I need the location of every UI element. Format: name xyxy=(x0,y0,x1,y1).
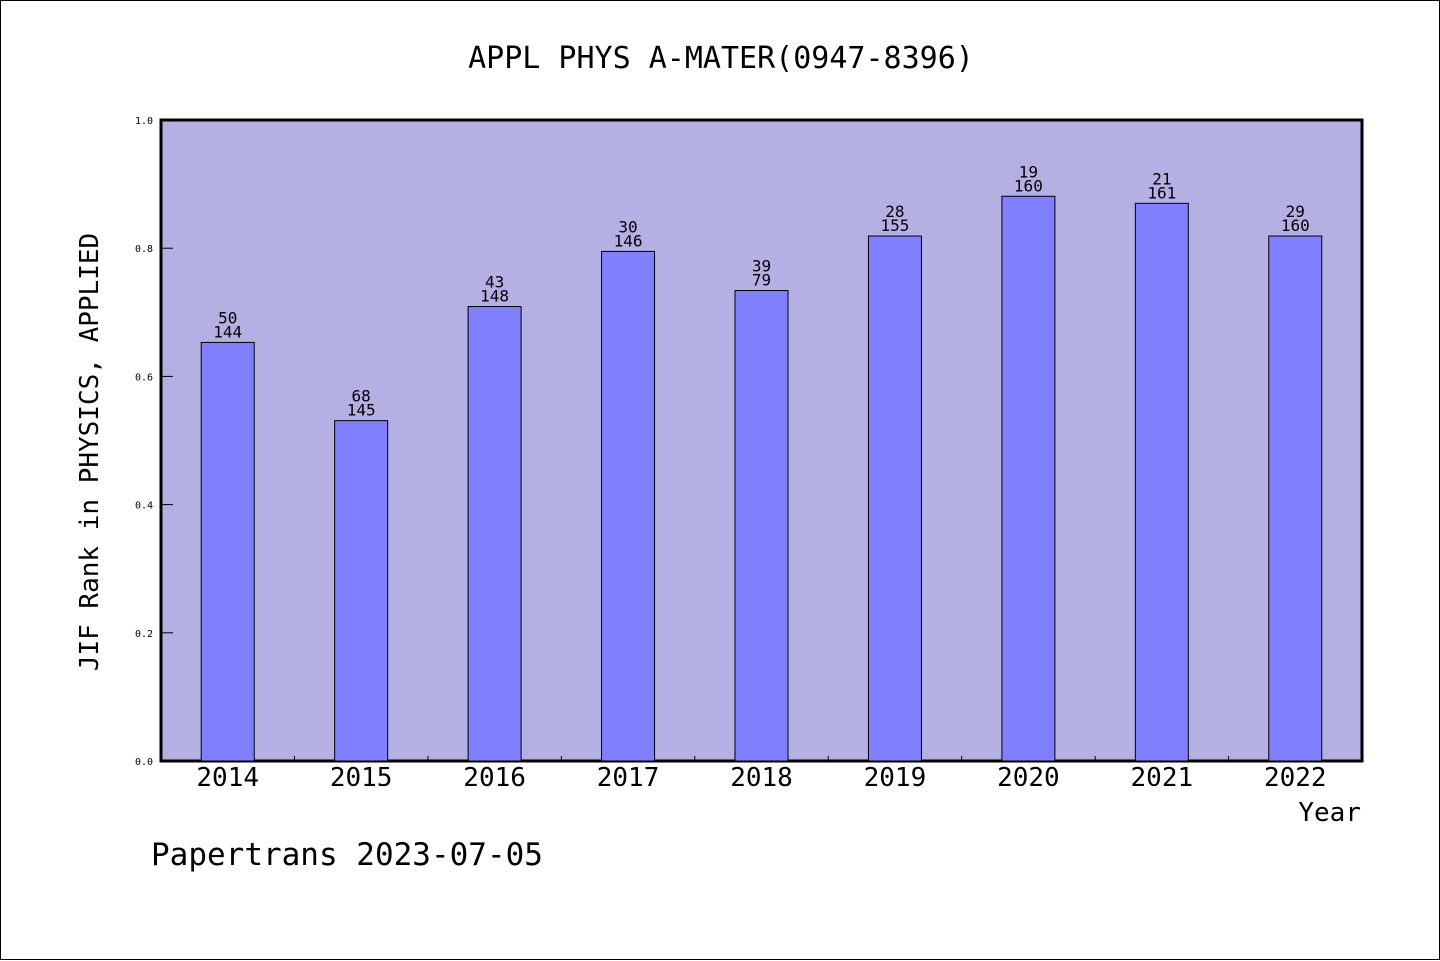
bar-rank-label: 43 xyxy=(485,273,504,292)
x-tick-label: 2020 xyxy=(997,763,1060,793)
bar-rank-label: 68 xyxy=(352,387,371,406)
bar-2021 xyxy=(1134,202,1189,762)
bar-rank-label: 39 xyxy=(752,257,771,276)
y-tick-label: 0.8 xyxy=(135,244,153,255)
bar-rank-label: 19 xyxy=(1019,162,1038,181)
bar-rank-label: 21 xyxy=(1152,169,1171,188)
bar-2016 xyxy=(467,306,522,762)
x-axis-label: Year xyxy=(1298,798,1361,828)
x-tick-label: 2015 xyxy=(330,763,393,793)
y-tick-label: 0.2 xyxy=(135,629,153,640)
bar-rank-label: 29 xyxy=(1286,202,1305,221)
bars-group xyxy=(200,195,1323,762)
x-tick-label: 2016 xyxy=(463,763,526,793)
bar-rank-label: 30 xyxy=(618,217,637,236)
bar-2022 xyxy=(1268,235,1323,762)
bar-2014 xyxy=(200,341,255,762)
bar-total-label: 155 xyxy=(880,216,909,235)
bar-2017 xyxy=(601,250,656,762)
y-tick-label: 0.6 xyxy=(135,372,153,383)
bar-2015 xyxy=(334,420,389,762)
x-tick-label: 2021 xyxy=(1131,763,1194,793)
x-tick-label: 2019 xyxy=(864,763,927,793)
bar-rank-label: 50 xyxy=(218,308,237,327)
bar-2018 xyxy=(734,290,789,762)
y-tick-label: 0.0 xyxy=(135,757,153,768)
bar-total-label: 144 xyxy=(213,322,242,341)
y-ticks-group: 0.0 0.2 0.4 0.6 0.8 1.0 xyxy=(135,116,173,768)
bar-total-label: 161 xyxy=(1147,183,1176,202)
x-tick-label: 2014 xyxy=(196,763,259,793)
chart-title: APPL PHYS A-MATER(0947-8396) xyxy=(468,41,974,76)
bar-total-label: 145 xyxy=(347,401,376,420)
bar-total-label: 146 xyxy=(614,231,643,250)
x-tick-label: 2018 xyxy=(730,763,793,793)
bar-total-label: 79 xyxy=(752,271,771,290)
y-tick-label: 0.4 xyxy=(135,501,153,512)
y-tick-label: 1.0 xyxy=(135,116,153,127)
y-axis-label: JIF Rank in PHYSICS, APPLIED xyxy=(75,233,105,671)
bar-total-label: 160 xyxy=(1281,216,1310,235)
x-ticks-group: 2014 2015 2016 2017 2018 2019 2020 2021 2022 xyxy=(196,756,1327,793)
bar-rank-label: 28 xyxy=(885,202,904,221)
bar-total-label: 148 xyxy=(480,287,509,306)
footer-text: Papertrans 2023-07-05 xyxy=(151,837,543,873)
bar-2020 xyxy=(1001,195,1056,762)
bar-2019 xyxy=(867,235,922,762)
x-tick-label: 2022 xyxy=(1264,763,1327,793)
x-tick-label: 2017 xyxy=(597,763,660,793)
bar-total-label: 160 xyxy=(1014,176,1043,195)
